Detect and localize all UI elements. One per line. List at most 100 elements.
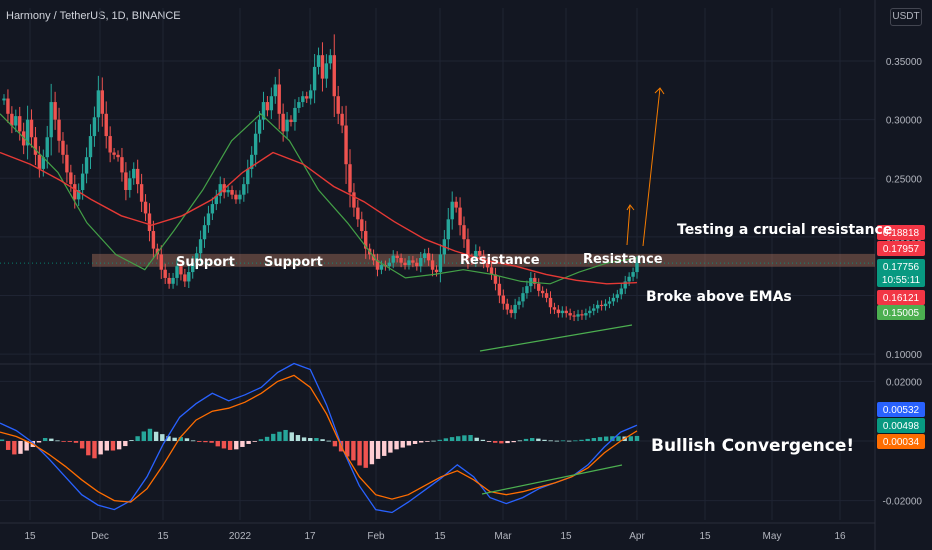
- candle-85: [336, 96, 340, 114]
- macd-bar-9: [55, 440, 60, 442]
- candle-22: [88, 136, 93, 158]
- macd-bar-78: [480, 439, 486, 441]
- macd-bar-89: [548, 440, 553, 442]
- macd-bar-103: [634, 435, 640, 441]
- candle-51: [202, 225, 207, 240]
- candle-27: [108, 136, 112, 153]
- candle-98: [387, 262, 392, 267]
- candle-105: [415, 262, 419, 267]
- candle-67: [265, 102, 270, 111]
- candle-88: [348, 164, 352, 193]
- macd-bar-7: [42, 438, 48, 441]
- candle-131: [517, 301, 521, 305]
- candle-79: [312, 66, 317, 91]
- candle-90: [356, 207, 360, 220]
- annotation-support-2: Support: [264, 255, 323, 270]
- candle-124: [489, 267, 494, 275]
- candle-129: [509, 309, 513, 314]
- macd-bar-84: [517, 440, 523, 442]
- candle-55: [218, 184, 222, 196]
- macd-bar-20: [123, 441, 128, 447]
- candle-158: [623, 281, 627, 289]
- candle-113: [446, 219, 450, 240]
- candle-32: [128, 178, 132, 190]
- candle-15: [61, 140, 65, 155]
- macd-bar-57: [351, 441, 356, 461]
- candle-17: [69, 172, 73, 185]
- candle-61: [242, 184, 246, 195]
- candle-138: [544, 293, 549, 298]
- candle-44: [175, 266, 179, 278]
- macd-bar-19: [116, 441, 122, 450]
- x-tick-6: 15: [434, 531, 446, 542]
- macd-bar-6: [36, 441, 42, 443]
- macd-bar-32: [197, 441, 202, 442]
- currency-button[interactable]: USDT: [890, 8, 922, 26]
- candle-136: [537, 283, 541, 291]
- macd-bar-53: [326, 440, 331, 442]
- arrow-short-head: [626, 204, 635, 211]
- macd-bar-88: [542, 439, 547, 441]
- macd-bar-98: [603, 436, 609, 441]
- macd-bar-96: [591, 438, 597, 441]
- macd-bar-18: [110, 441, 116, 451]
- annotation-support-1: Support: [176, 255, 235, 270]
- candle-62: [246, 168, 250, 185]
- candle-1: [6, 98, 10, 114]
- candle-0: [2, 98, 6, 101]
- candle-65: [257, 119, 262, 134]
- x-tick-8: 15: [560, 531, 572, 542]
- price-tag-1-bg: [877, 241, 925, 256]
- candle-123: [485, 262, 490, 268]
- candle-86: [340, 113, 344, 126]
- candle-45: [179, 266, 183, 275]
- candle-77: [305, 96, 309, 99]
- candle-117: [462, 225, 466, 240]
- macd-bar-66: [406, 441, 412, 446]
- macd-bar-91: [560, 440, 566, 442]
- candle-25: [100, 90, 104, 114]
- macd-bar-28: [172, 437, 177, 441]
- macd-y-tick-2: -0.02000: [883, 497, 923, 508]
- macd-bar-43: [264, 436, 270, 441]
- macd-bar-87: [536, 438, 541, 441]
- candle-76: [301, 96, 305, 103]
- ema-fast-line: [0, 112, 638, 285]
- macd-bar-4: [24, 441, 29, 451]
- macd-bar-56: [345, 441, 350, 457]
- macd-bar-22: [135, 436, 140, 441]
- candle-148: [584, 313, 588, 316]
- candle-31: [124, 172, 128, 190]
- macd-bar-77: [474, 437, 479, 441]
- price-tag-3: 0.16121: [883, 293, 920, 304]
- candle-82: [324, 63, 329, 79]
- x-tick-2: 15: [157, 531, 169, 542]
- candle-64: [253, 133, 258, 155]
- candle-96: [379, 265, 384, 270]
- candle-75: [297, 102, 301, 108]
- candle-121: [478, 250, 482, 256]
- macd-bar-85: [523, 438, 529, 441]
- macd-bar-61: [375, 441, 381, 459]
- candle-135: [533, 277, 537, 284]
- annotation-bullish: Bullish Convergence!: [651, 436, 854, 456]
- macd-bar-0: [0, 439, 5, 441]
- macd-bar-14: [86, 441, 91, 456]
- x-tick-1: Dec: [91, 531, 109, 542]
- x-tick-11: May: [763, 531, 782, 542]
- candle-73: [289, 119, 293, 122]
- macd-bar-31: [190, 440, 196, 442]
- candle-29: [116, 154, 120, 158]
- candle-78: [308, 90, 313, 99]
- candle-126: [497, 283, 502, 296]
- candle-80: [316, 55, 321, 67]
- candle-142: [560, 310, 564, 314]
- candle-68: [269, 96, 274, 111]
- x-tick-10: 15: [699, 531, 711, 542]
- candle-155: [611, 297, 616, 302]
- macd-bar-17: [104, 441, 110, 451]
- macd-bar-63: [388, 441, 393, 453]
- price-tag-1: 0.17957: [883, 244, 920, 255]
- macd-bar-24: [147, 428, 153, 441]
